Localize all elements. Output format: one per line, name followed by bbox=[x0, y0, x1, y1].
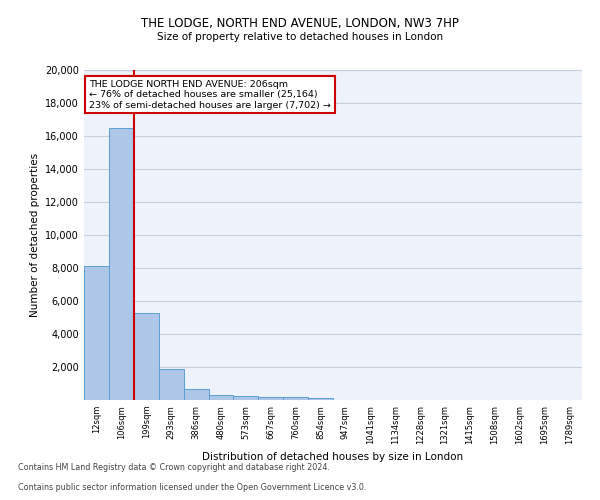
X-axis label: Distribution of detached houses by size in London: Distribution of detached houses by size … bbox=[202, 452, 464, 462]
Bar bbox=[159, 370, 184, 400]
Bar bbox=[283, 397, 308, 400]
Bar bbox=[259, 396, 283, 400]
Bar bbox=[308, 398, 333, 400]
Text: THE LODGE NORTH END AVENUE: 206sqm
← 76% of detached houses are smaller (25,164): THE LODGE NORTH END AVENUE: 206sqm ← 76%… bbox=[89, 80, 331, 110]
Bar bbox=[233, 396, 259, 400]
Bar bbox=[109, 128, 134, 400]
Text: Size of property relative to detached houses in London: Size of property relative to detached ho… bbox=[157, 32, 443, 42]
Bar bbox=[209, 394, 233, 400]
Text: Contains HM Land Registry data © Crown copyright and database right 2024.: Contains HM Land Registry data © Crown c… bbox=[18, 464, 330, 472]
Bar bbox=[134, 312, 159, 400]
Bar bbox=[184, 390, 209, 400]
Bar bbox=[84, 266, 109, 400]
Text: Contains public sector information licensed under the Open Government Licence v3: Contains public sector information licen… bbox=[18, 484, 367, 492]
Text: THE LODGE, NORTH END AVENUE, LONDON, NW3 7HP: THE LODGE, NORTH END AVENUE, LONDON, NW3… bbox=[141, 18, 459, 30]
Y-axis label: Number of detached properties: Number of detached properties bbox=[30, 153, 40, 317]
